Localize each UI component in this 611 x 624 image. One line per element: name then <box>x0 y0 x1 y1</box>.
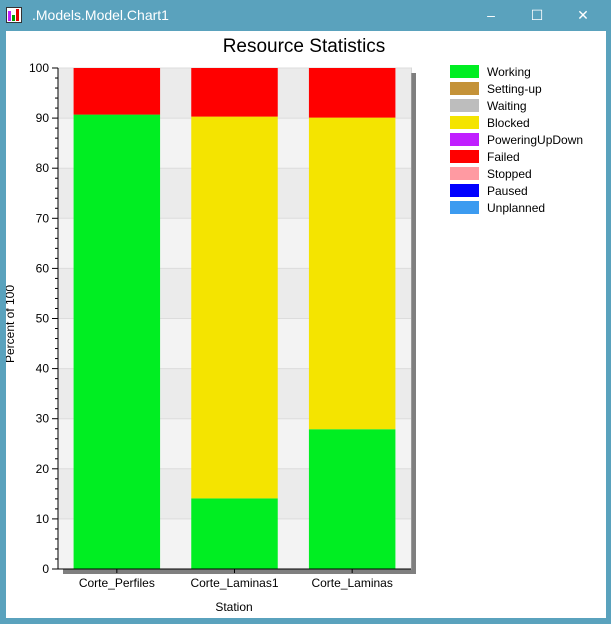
bar-blocked-1 <box>191 116 278 499</box>
y-tick-label: 10 <box>36 512 50 526</box>
legend-swatch-working <box>450 65 479 78</box>
title-bar[interactable]: .Models.Model.Chart1 – ☐ ✕ <box>0 0 611 31</box>
legend-label-paused: Paused <box>487 184 528 198</box>
legend-label-poweringupdown: PoweringUpDown <box>487 133 583 147</box>
legend-label-working: Working <box>487 65 531 79</box>
legend-swatch-unplanned <box>450 201 479 214</box>
x-tick-label: Corte_Laminas <box>311 576 392 590</box>
legend-swatch-waiting <box>450 99 479 112</box>
window-title: .Models.Model.Chart1 <box>32 7 169 23</box>
y-tick-label: 30 <box>36 412 50 426</box>
maximize-icon: ☐ <box>530 7 544 23</box>
y-tick-label: 80 <box>36 161 50 175</box>
legend-label-stopped: Stopped <box>487 167 532 181</box>
bar-failed-1 <box>191 68 278 117</box>
bar-working-1 <box>191 498 278 569</box>
minimize-button[interactable]: – <box>468 0 514 31</box>
legend-swatch-failed <box>450 150 479 163</box>
close-icon: ✕ <box>577 7 589 23</box>
x-tick-label: Corte_Perfiles <box>79 576 155 590</box>
legend-label-unplanned: Unplanned <box>487 201 545 215</box>
legend-label-blocked: Blocked <box>487 116 530 130</box>
y-axis-label: Percent of 100 <box>6 285 17 363</box>
chart-title: Resource Statistics <box>223 36 386 57</box>
bar-failed-0 <box>73 68 161 115</box>
legend-swatch-poweringupdown <box>450 133 479 146</box>
x-tick-label: Corte_Laminas1 <box>190 576 278 590</box>
bar-failed-2 <box>308 68 396 118</box>
close-button[interactable]: ✕ <box>560 0 606 31</box>
legend-swatch-paused <box>450 184 479 197</box>
bar-blocked-2 <box>308 117 396 430</box>
x-axis-label: Station <box>215 600 252 614</box>
legend-swatch-setting-up <box>450 82 479 95</box>
legend-label-waiting: Waiting <box>487 99 527 113</box>
y-tick-label: 100 <box>29 61 49 75</box>
bar-working-2 <box>308 429 396 569</box>
y-tick-label: 20 <box>36 462 50 476</box>
y-tick-label: 70 <box>36 211 50 225</box>
maximize-button[interactable]: ☐ <box>514 0 560 31</box>
legend-label-failed: Failed <box>487 150 520 164</box>
y-tick-label: 90 <box>36 111 50 125</box>
legend-label-setting-up: Setting-up <box>487 82 542 96</box>
chart-area: Resource Statistics Percent of 100 Stati… <box>3 31 606 618</box>
y-tick-label: 0 <box>42 562 49 576</box>
bar-chart-app-icon <box>6 7 22 23</box>
y-tick-label: 60 <box>36 261 50 275</box>
minimize-icon: – <box>487 7 495 23</box>
y-tick-label: 40 <box>36 362 50 376</box>
legend-swatch-blocked <box>450 116 479 129</box>
legend-swatch-stopped <box>450 167 479 180</box>
bar-working-0 <box>73 114 161 569</box>
y-tick-label: 50 <box>36 312 50 326</box>
stacked-bar-chart: Resource Statistics Percent of 100 Stati… <box>3 36 583 614</box>
